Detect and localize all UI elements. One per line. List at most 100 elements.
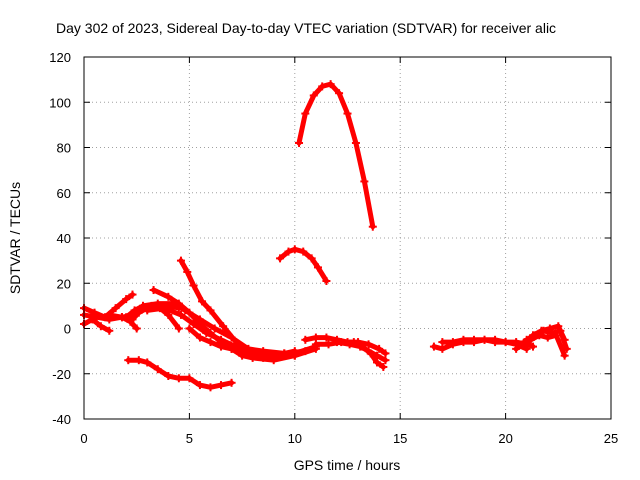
data-point xyxy=(379,362,388,371)
data-point xyxy=(318,82,327,91)
data-point xyxy=(96,322,105,331)
data-point xyxy=(189,281,198,290)
data-point xyxy=(105,310,114,319)
data-point xyxy=(360,177,369,186)
data-point xyxy=(381,356,390,365)
data-point xyxy=(174,324,183,333)
data-point xyxy=(185,374,194,383)
data-point xyxy=(299,247,308,256)
data-point xyxy=(309,91,318,100)
data-point xyxy=(345,340,354,349)
data-point xyxy=(210,324,219,333)
data-point xyxy=(181,306,190,315)
data-point xyxy=(206,306,215,315)
data-point xyxy=(111,304,120,313)
y-tick-label: -40 xyxy=(52,412,71,427)
data-point xyxy=(202,329,211,338)
y-tick-label: 80 xyxy=(57,141,71,156)
data-point xyxy=(206,338,215,347)
data-point xyxy=(560,351,569,360)
data-point xyxy=(351,138,360,147)
data-point xyxy=(92,313,101,322)
data-point xyxy=(332,338,341,347)
data-point xyxy=(185,324,194,333)
data-point xyxy=(529,342,538,351)
data-point xyxy=(248,351,257,360)
data-point xyxy=(134,356,143,365)
x-tick-label: 25 xyxy=(604,431,618,446)
data-point xyxy=(311,333,320,342)
data-point xyxy=(364,347,373,356)
data-point xyxy=(290,347,299,356)
data-point xyxy=(543,333,552,342)
data-point xyxy=(290,245,299,254)
data-point xyxy=(491,338,500,347)
data-point xyxy=(153,299,162,308)
data-point xyxy=(164,292,173,301)
data-point xyxy=(153,365,162,374)
data-point xyxy=(343,109,352,118)
data-point xyxy=(311,340,320,349)
data-point xyxy=(217,381,226,390)
grid xyxy=(84,57,611,419)
data-point xyxy=(132,324,141,333)
x-axis-label: GPS time / hours xyxy=(294,457,401,473)
y-tick-label: -20 xyxy=(52,367,71,382)
y-tick-label: 60 xyxy=(57,186,71,201)
chart-title: Day 302 of 2023, Sidereal Day-to-day VTE… xyxy=(56,20,556,36)
x-tick-label: 10 xyxy=(288,431,302,446)
series-arc-k xyxy=(178,258,319,359)
y-tick-label: 40 xyxy=(57,231,71,246)
data-point xyxy=(556,326,565,335)
data-point xyxy=(280,349,289,358)
data-point xyxy=(356,342,365,351)
data-point xyxy=(322,333,331,342)
data-point xyxy=(295,138,304,147)
data-point xyxy=(233,340,242,349)
data-point xyxy=(195,333,204,342)
data-point xyxy=(219,322,228,331)
data-point xyxy=(124,356,133,365)
data-point xyxy=(143,306,152,315)
data-point xyxy=(198,297,207,306)
data-point xyxy=(518,340,527,349)
data-point xyxy=(381,349,390,358)
data-point xyxy=(368,222,377,231)
data-point xyxy=(149,286,158,295)
data-point xyxy=(174,374,183,383)
data-point xyxy=(164,372,173,381)
data-point xyxy=(276,254,285,263)
data-point xyxy=(217,335,226,344)
y-tick-layer: -40 -20 0 20 40 60 80 100 120 xyxy=(49,50,611,427)
data-point xyxy=(373,358,382,367)
data-point xyxy=(438,338,447,347)
x-tick-label: 15 xyxy=(393,431,407,446)
y-tick-label: 120 xyxy=(49,50,71,65)
data-point xyxy=(176,310,185,319)
data-point xyxy=(227,378,236,387)
data-point xyxy=(176,256,185,265)
data-point xyxy=(322,276,331,285)
data-point xyxy=(324,340,333,349)
data-point xyxy=(128,290,137,299)
data-point xyxy=(183,267,192,276)
data-point xyxy=(259,353,268,362)
data-point xyxy=(301,109,310,118)
data-point xyxy=(480,335,489,344)
data-point xyxy=(122,295,131,304)
data-point xyxy=(160,304,169,313)
data-point xyxy=(301,335,310,344)
data-point xyxy=(139,301,148,310)
data-point xyxy=(313,263,322,272)
series-arc-n xyxy=(296,81,376,230)
data-point xyxy=(335,89,344,98)
series-layer xyxy=(80,80,571,392)
data-point xyxy=(238,349,247,358)
series-arc-b xyxy=(81,316,112,334)
data-point xyxy=(364,340,373,349)
y-axis-label: SDTVAR / TECUs xyxy=(7,182,23,294)
data-point xyxy=(373,351,382,360)
data-point xyxy=(512,344,521,353)
y-tick-label: 100 xyxy=(49,95,71,110)
